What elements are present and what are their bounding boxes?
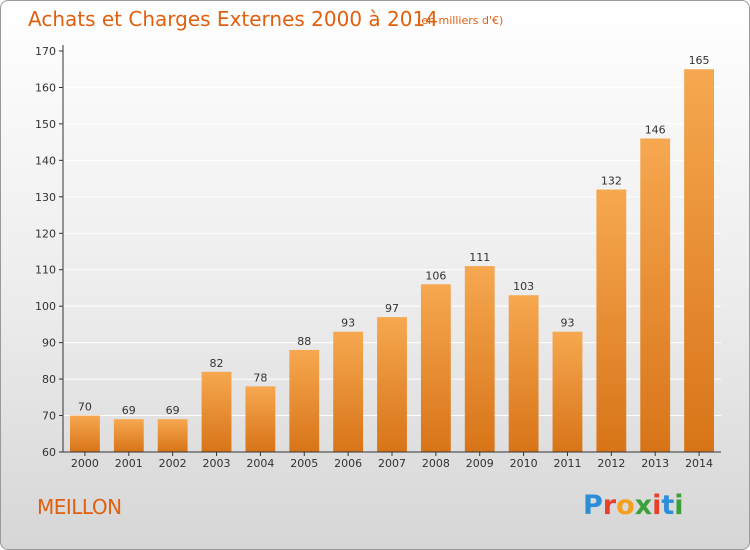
- bar: [245, 386, 276, 452]
- y-tick-label: 140: [35, 154, 56, 167]
- x-tick-label: 2008: [422, 457, 450, 470]
- chart-unit: (en milliers d'€): [417, 14, 504, 27]
- bar: [464, 266, 495, 452]
- data-label: 69: [122, 404, 136, 417]
- bar: [289, 349, 320, 452]
- bar: [201, 371, 232, 452]
- logo-letter: P: [583, 490, 603, 521]
- bar: [684, 69, 714, 453]
- data-label: 132: [601, 175, 622, 188]
- y-tick-label: 110: [35, 264, 56, 277]
- data-label: 88: [297, 335, 311, 348]
- data-label: 146: [645, 123, 666, 136]
- bar: [420, 284, 451, 452]
- x-tick-label: 2004: [246, 457, 274, 470]
- x-tick-label: 2009: [466, 457, 494, 470]
- logo-letter: o: [616, 490, 635, 521]
- bars: [70, 69, 714, 453]
- bar: [640, 138, 671, 452]
- bar: [333, 331, 364, 452]
- x-tick-label: 2010: [510, 457, 538, 470]
- x-tick-label: 2000: [71, 457, 99, 470]
- x-tick-label: 2011: [553, 457, 581, 470]
- y-tick-label: 120: [35, 227, 56, 240]
- bar: [552, 331, 583, 452]
- data-label: 93: [341, 317, 355, 330]
- x-tick-label: 2003: [203, 457, 231, 470]
- axes: 60 70 80 90 100 110 120 130 140 150 160 170 2000 2001…: [35, 45, 721, 470]
- y-tick-label: 100: [35, 300, 56, 313]
- data-label: 78: [253, 371, 267, 384]
- data-labels: 70 69 69 82 78 88 93 97 106 111 103 93 132 146 165: [78, 54, 710, 417]
- bar: [508, 295, 539, 452]
- x-tick-label: 2006: [334, 457, 362, 470]
- x-tick-label: 2012: [597, 457, 625, 470]
- x-tick-label: 2013: [641, 457, 669, 470]
- x-tick-label: 2007: [378, 457, 406, 470]
- bar: [596, 189, 627, 452]
- logo-letter: t: [661, 490, 675, 521]
- data-label: 165: [689, 54, 710, 67]
- x-tick-label: 2001: [115, 457, 143, 470]
- data-label: 70: [78, 401, 92, 414]
- bar: [377, 317, 407, 452]
- data-label: 93: [560, 317, 574, 330]
- bar: [157, 419, 188, 452]
- x-tick-label: 2014: [685, 457, 713, 470]
- proxiti-logo[interactable]: Proxiti: [583, 490, 684, 521]
- y-tick-label: 90: [42, 337, 56, 350]
- data-label: 106: [425, 269, 446, 282]
- y-tick-label: 130: [35, 191, 56, 204]
- data-label: 103: [513, 280, 534, 293]
- bar: [70, 415, 100, 452]
- logo-letter: i: [674, 490, 684, 521]
- bar: [113, 419, 144, 452]
- data-label: 111: [469, 251, 490, 264]
- data-label: 69: [166, 404, 180, 417]
- commune-name: MEILLON: [37, 495, 122, 519]
- y-tick-label: 70: [42, 410, 56, 423]
- logo-letter: r: [602, 490, 617, 521]
- data-label: 82: [210, 357, 224, 370]
- data-label: 97: [385, 302, 399, 315]
- chart-title: Achats et Charges Externes 2000 à 2014: [28, 7, 438, 31]
- y-tick-label: 160: [35, 81, 56, 94]
- logo-letter: i: [652, 490, 662, 521]
- y-tick-label: 60: [42, 446, 56, 459]
- logo-letter: x: [634, 490, 653, 521]
- y-tick-label: 80: [42, 373, 56, 386]
- y-tick-label: 150: [35, 118, 56, 131]
- x-tick-label: 2002: [159, 457, 187, 470]
- y-tick-label: 170: [35, 45, 56, 58]
- x-tick-label: 2005: [290, 457, 318, 470]
